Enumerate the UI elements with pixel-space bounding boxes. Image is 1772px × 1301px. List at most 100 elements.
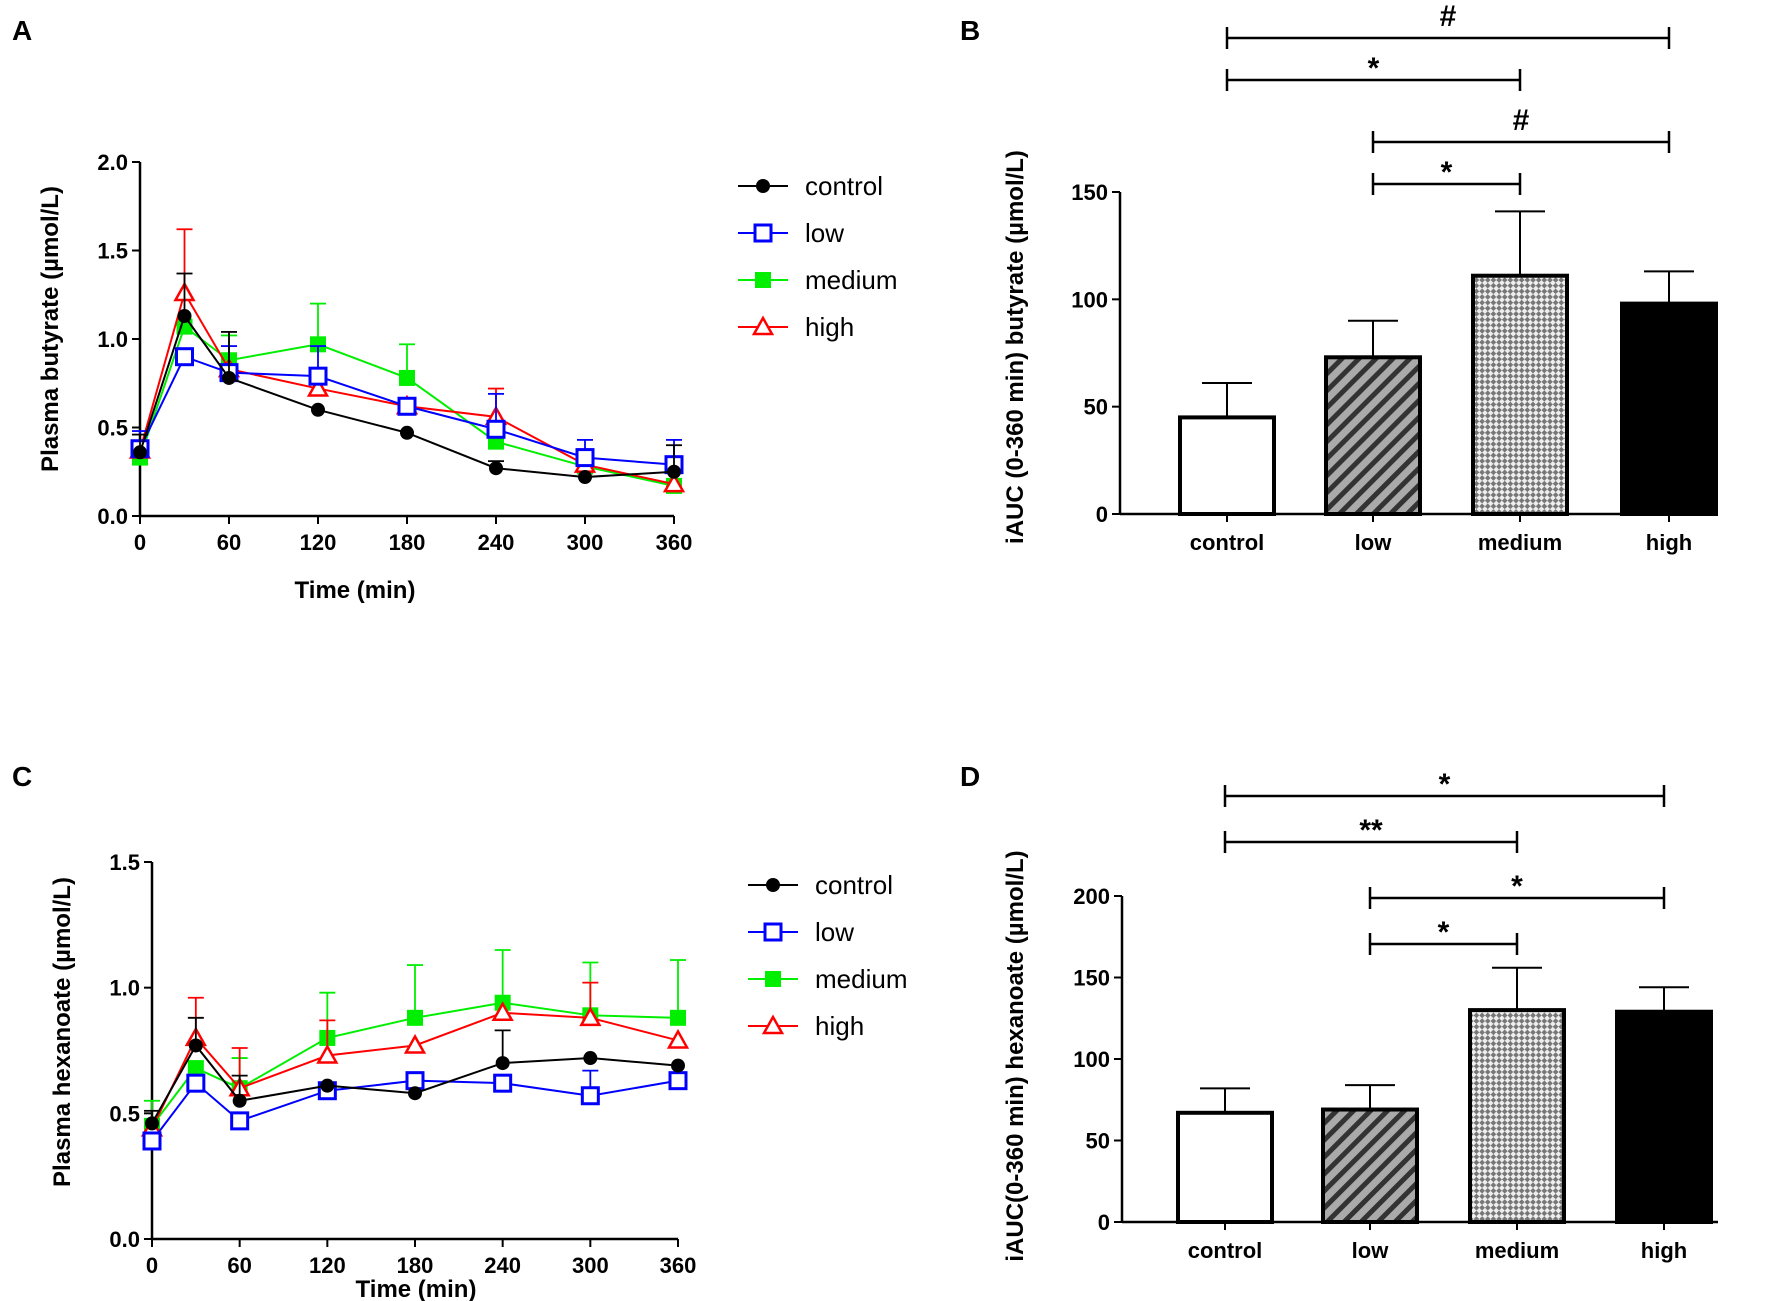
panel-d-y-tick-label: 50	[1086, 1129, 1110, 1154]
legend-a-marker-low	[753, 223, 773, 243]
panel-d-significance-label: **	[1359, 814, 1383, 847]
legend-a-label-medium: medium	[805, 265, 897, 295]
panel-a-point-control	[222, 370, 236, 385]
panel-d-bar-medium	[1468, 1008, 1566, 1224]
legend-c-marker-control	[766, 878, 780, 892]
panel-a-point-low	[397, 396, 417, 416]
panel-c-point-low	[186, 1073, 206, 1093]
panel-a-point-medium	[310, 336, 326, 353]
panel-c-point-high	[579, 1006, 602, 1027]
panel-c-point-control	[232, 1093, 247, 1108]
panel-c-point-low	[142, 1131, 162, 1151]
panel-a-point-low	[486, 419, 506, 439]
panel-c-y-tick-label: 1.5	[109, 850, 140, 875]
legend-c-label-control: control	[815, 870, 893, 900]
legend-a-label-control: control	[805, 171, 883, 201]
panel-c-point-control	[671, 1058, 685, 1073]
panel-b-bar-control	[1178, 415, 1276, 516]
panel-c-point-control	[145, 1116, 159, 1131]
panel-c-x-tick-label: 60	[227, 1253, 251, 1278]
panel-b-x-tick-label-low: low	[1355, 530, 1393, 555]
panel-d-significance-label: *	[1439, 768, 1451, 801]
panel-d-bar-chart: iAUC(0-360 min) hexanoate (µmol/L) 0 50 10…	[1002, 768, 1718, 1263]
panel-d-y-tick-label: 0	[1098, 1210, 1110, 1235]
panel-c-point-high	[666, 1028, 690, 1049]
panel-c-point-control	[320, 1078, 335, 1093]
panel-d-significance-label: *	[1511, 870, 1523, 903]
panel-letter-b: B	[960, 15, 980, 46]
panel-c-legend: control low medium high	[748, 870, 907, 1041]
panel-d-bar-low	[1321, 1107, 1419, 1225]
legend-a-label-high: high	[805, 312, 854, 342]
panel-a-x-tick-label: 60	[217, 530, 241, 555]
panel-c-point-high	[403, 1033, 427, 1054]
panel-a-x-tick-label: 0	[134, 530, 146, 555]
panel-c-line-chart: Time (min) Plasma hexanoate (µmol/L) 0.0…	[49, 850, 696, 1301]
panel-c-point-control	[408, 1086, 422, 1101]
panel-a-y-tick-label: 2.0	[97, 150, 128, 175]
panel-a-x-tick-label: 180	[389, 530, 426, 555]
panel-a-series-line-high	[139, 290, 675, 486]
panel-a-legend: control low medium high	[738, 171, 897, 342]
panel-d-x-tick-label-low: low	[1352, 1238, 1390, 1263]
panel-a-point-control	[177, 308, 192, 323]
panel-c-point-medium	[187, 1060, 204, 1077]
legend-c-marker-high	[761, 1014, 785, 1035]
panel-d-x-tick-label-high: high	[1641, 1238, 1687, 1263]
panel-a-point-medium	[399, 369, 415, 386]
panel-c-series-line-high	[151, 1011, 679, 1129]
panel-c-x-tick-label: 360	[660, 1253, 697, 1278]
panel-d-bar-control	[1176, 1110, 1274, 1225]
panel-a-y-tick-label: 1.5	[97, 239, 128, 264]
panel-b-y-tick-label: 100	[1071, 287, 1108, 312]
panel-c-point-low	[230, 1111, 250, 1131]
legend-a-marker-control	[756, 179, 770, 193]
panel-c-x-tick-label: 0	[146, 1253, 158, 1278]
panel-a-point-high	[306, 377, 330, 397]
panel-c-point-low	[668, 1071, 688, 1091]
panel-letter-d: D	[960, 761, 980, 792]
panel-c-point-control	[583, 1051, 598, 1066]
panel-a-x-tick-label: 300	[567, 530, 604, 555]
legend-c-label-high: high	[815, 1011, 864, 1041]
panel-c-x-tick-label: 300	[572, 1253, 609, 1278]
panel-a-point-control	[133, 445, 147, 460]
panel-d-bar-high	[1615, 1009, 1713, 1224]
panel-a-x-tick-label: 120	[300, 530, 337, 555]
panel-a-line-chart: Time (min) Plasma butyrate (µmol/L) 0.00…	[37, 150, 692, 604]
panel-a-point-control	[311, 402, 325, 417]
panel-c-point-medium	[670, 1009, 686, 1026]
panel-b-y-tick-label: 150	[1071, 180, 1108, 205]
panel-a-y-axis-label: Plasma butyrate (µmol/L)	[37, 186, 64, 472]
panel-a-point-low	[575, 448, 595, 468]
panel-b-x-tick-label-control: control	[1190, 530, 1265, 555]
panel-c-x-tick-label: 120	[309, 1253, 346, 1278]
panel-a-point-control	[578, 470, 592, 485]
panel-letter-a: A	[12, 15, 32, 46]
panel-c-x-axis-label: Time (min)	[356, 1276, 477, 1301]
panel-c-x-tick-label: 240	[484, 1253, 521, 1278]
panel-c-series-line-control	[151, 1043, 679, 1124]
panel-c-y-axis-label: Plasma hexanoate (µmol/L)	[49, 877, 76, 1187]
legend-c-label-low: low	[815, 917, 854, 947]
panel-c-point-low	[580, 1086, 600, 1106]
panel-c-point-control	[495, 1056, 510, 1071]
panel-b-x-tick-label-medium: medium	[1478, 530, 1562, 555]
panel-a-point-control	[400, 425, 414, 440]
panel-c-x-tick-label: 180	[397, 1253, 434, 1278]
panel-c-y-tick-label: 0.5	[109, 1101, 140, 1126]
panel-b-y-tick-label: 0	[1096, 502, 1108, 527]
panel-d-y-tick-label: 150	[1073, 966, 1110, 991]
panel-letter-c: C	[12, 761, 32, 792]
panel-a-y-tick-label: 0.5	[97, 416, 128, 441]
panel-a-y-tick-label: 0.0	[97, 504, 128, 529]
panel-d-significance-label: *	[1438, 916, 1450, 949]
panel-a-point-low	[175, 347, 194, 367]
legend-c-label-medium: medium	[815, 964, 907, 994]
panel-c-point-high	[316, 1043, 339, 1064]
panel-d-x-tick-label-medium: medium	[1475, 1238, 1559, 1263]
panel-b-significance-label: *	[1441, 156, 1453, 189]
panel-c-point-low	[493, 1073, 513, 1093]
panel-b-bar-low	[1324, 355, 1422, 516]
